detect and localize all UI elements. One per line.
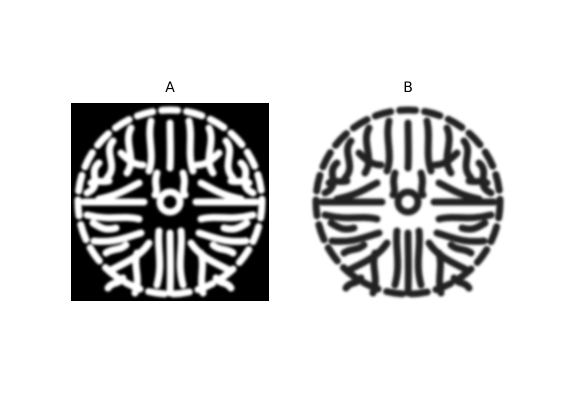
stripe <box>95 179 143 203</box>
panel-a-title: A <box>165 80 175 96</box>
stripe <box>414 227 425 289</box>
stripe <box>83 211 143 223</box>
panel-a-pattern <box>71 103 269 301</box>
stripe <box>423 117 435 175</box>
stripe <box>465 177 491 187</box>
center-ring <box>156 188 184 216</box>
stripe <box>383 117 393 175</box>
stripe <box>197 179 245 203</box>
stripe <box>90 229 145 245</box>
stripe <box>102 241 130 257</box>
stripe <box>123 124 135 177</box>
stripe <box>195 229 250 245</box>
stripe <box>417 169 427 199</box>
stripe <box>355 149 385 169</box>
panel-b-pattern <box>309 103 507 301</box>
stripe <box>333 179 381 203</box>
stripe <box>361 124 373 177</box>
stripe <box>103 137 117 182</box>
stripe <box>341 137 355 182</box>
stripe <box>197 211 257 223</box>
panel-b-title: B <box>403 80 413 96</box>
stripe <box>151 169 161 199</box>
stripe <box>435 211 495 223</box>
stripe <box>145 117 155 175</box>
stripe <box>105 239 153 275</box>
outer-boundary <box>74 106 266 298</box>
stripe <box>205 124 217 177</box>
stripe <box>325 177 351 187</box>
stripe <box>193 149 223 169</box>
stripe <box>343 239 391 275</box>
stripe <box>447 241 475 257</box>
stripe <box>209 241 237 257</box>
stripe <box>185 117 197 175</box>
stripe <box>179 169 189 199</box>
stripe <box>327 219 358 233</box>
stripe <box>433 229 488 245</box>
stripe <box>321 211 381 223</box>
stripe <box>117 149 147 169</box>
stripe <box>220 219 251 233</box>
center-ring <box>394 188 422 216</box>
stripe <box>425 239 473 275</box>
stripe <box>87 177 113 187</box>
panel-a-image <box>71 103 269 301</box>
stripe <box>391 227 402 289</box>
stripe <box>153 227 164 289</box>
stripe <box>104 274 127 292</box>
stripe <box>342 274 365 292</box>
outer-boundary <box>312 106 504 298</box>
stripe <box>340 241 368 257</box>
stripe <box>187 239 235 275</box>
stripe <box>458 219 489 233</box>
stripe <box>435 179 483 203</box>
stripe <box>176 227 187 289</box>
stripe <box>328 229 383 245</box>
stripe <box>443 124 455 177</box>
stripe <box>460 137 475 182</box>
panel-b-image <box>309 103 507 301</box>
stripe <box>222 137 237 182</box>
stripe <box>227 177 253 187</box>
stripe <box>389 169 399 199</box>
stripe <box>89 219 120 233</box>
stripe <box>431 149 461 169</box>
